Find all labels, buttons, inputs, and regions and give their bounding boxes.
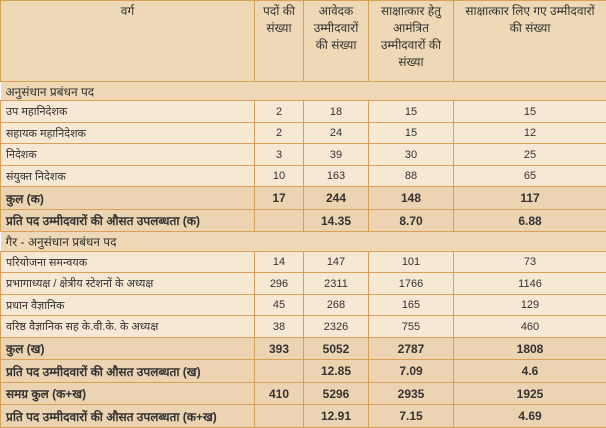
value-cell: 410	[254, 381, 304, 406]
value-cell: 5296	[303, 381, 369, 406]
label-cell: निदेशक	[0, 143, 255, 166]
table-row: वरिष्ठ वैज्ञानिक सह के.वी.के. के अध्यक्ष…	[0, 315, 606, 338]
value-cell: 148	[368, 186, 454, 210]
label-cell: प्रति पद उम्मीदवारों की औसत उपलब्धता (क)	[0, 208, 255, 233]
average-row: प्रति पद उम्मीदवारों की औसत उपलब्धता (ख)…	[0, 359, 606, 383]
value-cell: 10	[254, 164, 304, 188]
table-row: उप महानिदेशक 2 18 15 15	[0, 100, 606, 123]
table-row: प्रभागाध्यक्ष / क्षेत्रीय स्टेशनों के अध…	[0, 272, 606, 295]
column-header: पदों की संख्या	[254, 0, 304, 82]
value-cell: 15	[368, 121, 454, 145]
label-cell: सहायक महानिदेशक	[0, 121, 255, 145]
column-header: साक्षात्कार हेतु आमंत्रित उम्मीदवारों की…	[368, 0, 454, 82]
value-cell: 244	[303, 186, 369, 210]
grand-total-row: समग्र कुल (क+ख) 410 5296 2935 1925	[0, 381, 606, 406]
value-cell: 101	[368, 250, 454, 274]
value-cell: 460	[453, 315, 606, 338]
value-cell: 25	[453, 143, 606, 166]
value-cell: 12	[453, 121, 606, 145]
value-cell: 296	[254, 272, 304, 295]
label-cell: वरिष्ठ वैज्ञानिक सह के.वी.के. के अध्यक्ष	[0, 315, 255, 338]
value-cell: 24	[303, 121, 369, 145]
column-header: वर्ग	[0, 0, 255, 82]
total-row: कुल (क) 17 244 148 117	[0, 186, 606, 210]
average-row: प्रति पद उम्मीदवारों की औसत उपलब्धता (क)…	[0, 208, 606, 233]
value-cell: 1808	[453, 336, 606, 361]
value-cell: 65	[453, 164, 606, 188]
value-cell: 117	[453, 186, 606, 210]
value-cell: 15	[368, 100, 454, 123]
column-header: साक्षात्कार लिए गए उम्मीदवारों की संख्या	[453, 0, 606, 82]
value-cell: 6.88	[453, 208, 606, 233]
section-title: गैर - अनुसंधान प्रबंधन पद	[0, 231, 606, 252]
value-cell: 163	[303, 164, 369, 188]
value-cell: 4.69	[453, 404, 606, 428]
value-cell: 3	[254, 143, 304, 166]
label-cell: कुल (ख)	[0, 336, 255, 361]
label-cell: समग्र कुल (क+ख)	[0, 381, 255, 406]
label-cell: कुल (क)	[0, 186, 255, 210]
value-cell: 12.91	[303, 404, 369, 428]
value-cell: 268	[303, 293, 369, 317]
label-cell: उप महानिदेशक	[0, 100, 255, 123]
header-row: वर्ग पदों की संख्या आवेदक उम्मीदवारों की स…	[0, 0, 606, 82]
value-cell: 39	[303, 143, 369, 166]
grand-average-row: प्रति पद उम्मीदवारों की औसत उपलब्धता (क+…	[0, 404, 606, 428]
table-row: परियोजना समन्वयक 14 147 101 73	[0, 250, 606, 274]
value-cell: 8.70	[368, 208, 454, 233]
value-cell: 2	[254, 121, 304, 145]
section-title: अनुसंधान प्रबंधन पद	[0, 80, 606, 102]
section-heading: अनुसंधान प्रबंधन पद	[0, 80, 606, 102]
table-row: निदेशक 3 39 30 25	[0, 143, 606, 166]
label-cell: संयुक्त निदेशक	[0, 164, 255, 188]
value-cell: 45	[254, 293, 304, 317]
value-cell: 1766	[368, 272, 454, 295]
value-cell	[254, 404, 304, 428]
value-cell: 2	[254, 100, 304, 123]
value-cell: 7.09	[368, 359, 454, 383]
value-cell: 393	[254, 336, 304, 361]
table-row: सहायक महानिदेशक 2 24 15 12	[0, 121, 606, 145]
value-cell: 18	[303, 100, 369, 123]
value-cell: 2326	[303, 315, 369, 338]
value-cell: 2787	[368, 336, 454, 361]
value-cell: 755	[368, 315, 454, 338]
value-cell: 73	[453, 250, 606, 274]
table-row: प्रधान वैज्ञानिक 45 268 165 129	[0, 293, 606, 317]
value-cell	[254, 359, 304, 383]
value-cell: 12.85	[303, 359, 369, 383]
value-cell: 7.15	[368, 404, 454, 428]
value-cell: 1925	[453, 381, 606, 406]
value-cell: 88	[368, 164, 454, 188]
value-cell: 15	[453, 100, 606, 123]
label-cell: प्रति पद उम्मीदवारों की औसत उपलब्धता (क+…	[0, 404, 255, 428]
value-cell: 30	[368, 143, 454, 166]
total-row: कुल (ख) 393 5052 2787 1808	[0, 336, 606, 361]
value-cell: 17	[254, 186, 304, 210]
value-cell: 38	[254, 315, 304, 338]
value-cell	[254, 208, 304, 233]
value-cell: 14	[254, 250, 304, 274]
section-heading: गैर - अनुसंधान प्रबंधन पद	[0, 231, 606, 252]
label-cell: परियोजना समन्वयक	[0, 250, 255, 274]
value-cell: 165	[368, 293, 454, 317]
value-cell: 14.35	[303, 208, 369, 233]
value-cell: 147	[303, 250, 369, 274]
label-cell: प्रभागाध्यक्ष / क्षेत्रीय स्टेशनों के अध…	[0, 272, 255, 295]
label-cell: प्रधान वैज्ञानिक	[0, 293, 255, 317]
value-cell: 1146	[453, 272, 606, 295]
value-cell: 2935	[368, 381, 454, 406]
value-cell: 129	[453, 293, 606, 317]
table-row: संयुक्त निदेशक 10 163 88 65	[0, 164, 606, 188]
value-cell: 2311	[303, 272, 369, 295]
column-header: आवेदक उम्मीदवारों की संख्या	[303, 0, 369, 82]
value-cell: 5052	[303, 336, 369, 361]
value-cell: 4.6	[453, 359, 606, 383]
label-cell: प्रति पद उम्मीदवारों की औसत उपलब्धता (ख)	[0, 359, 255, 383]
